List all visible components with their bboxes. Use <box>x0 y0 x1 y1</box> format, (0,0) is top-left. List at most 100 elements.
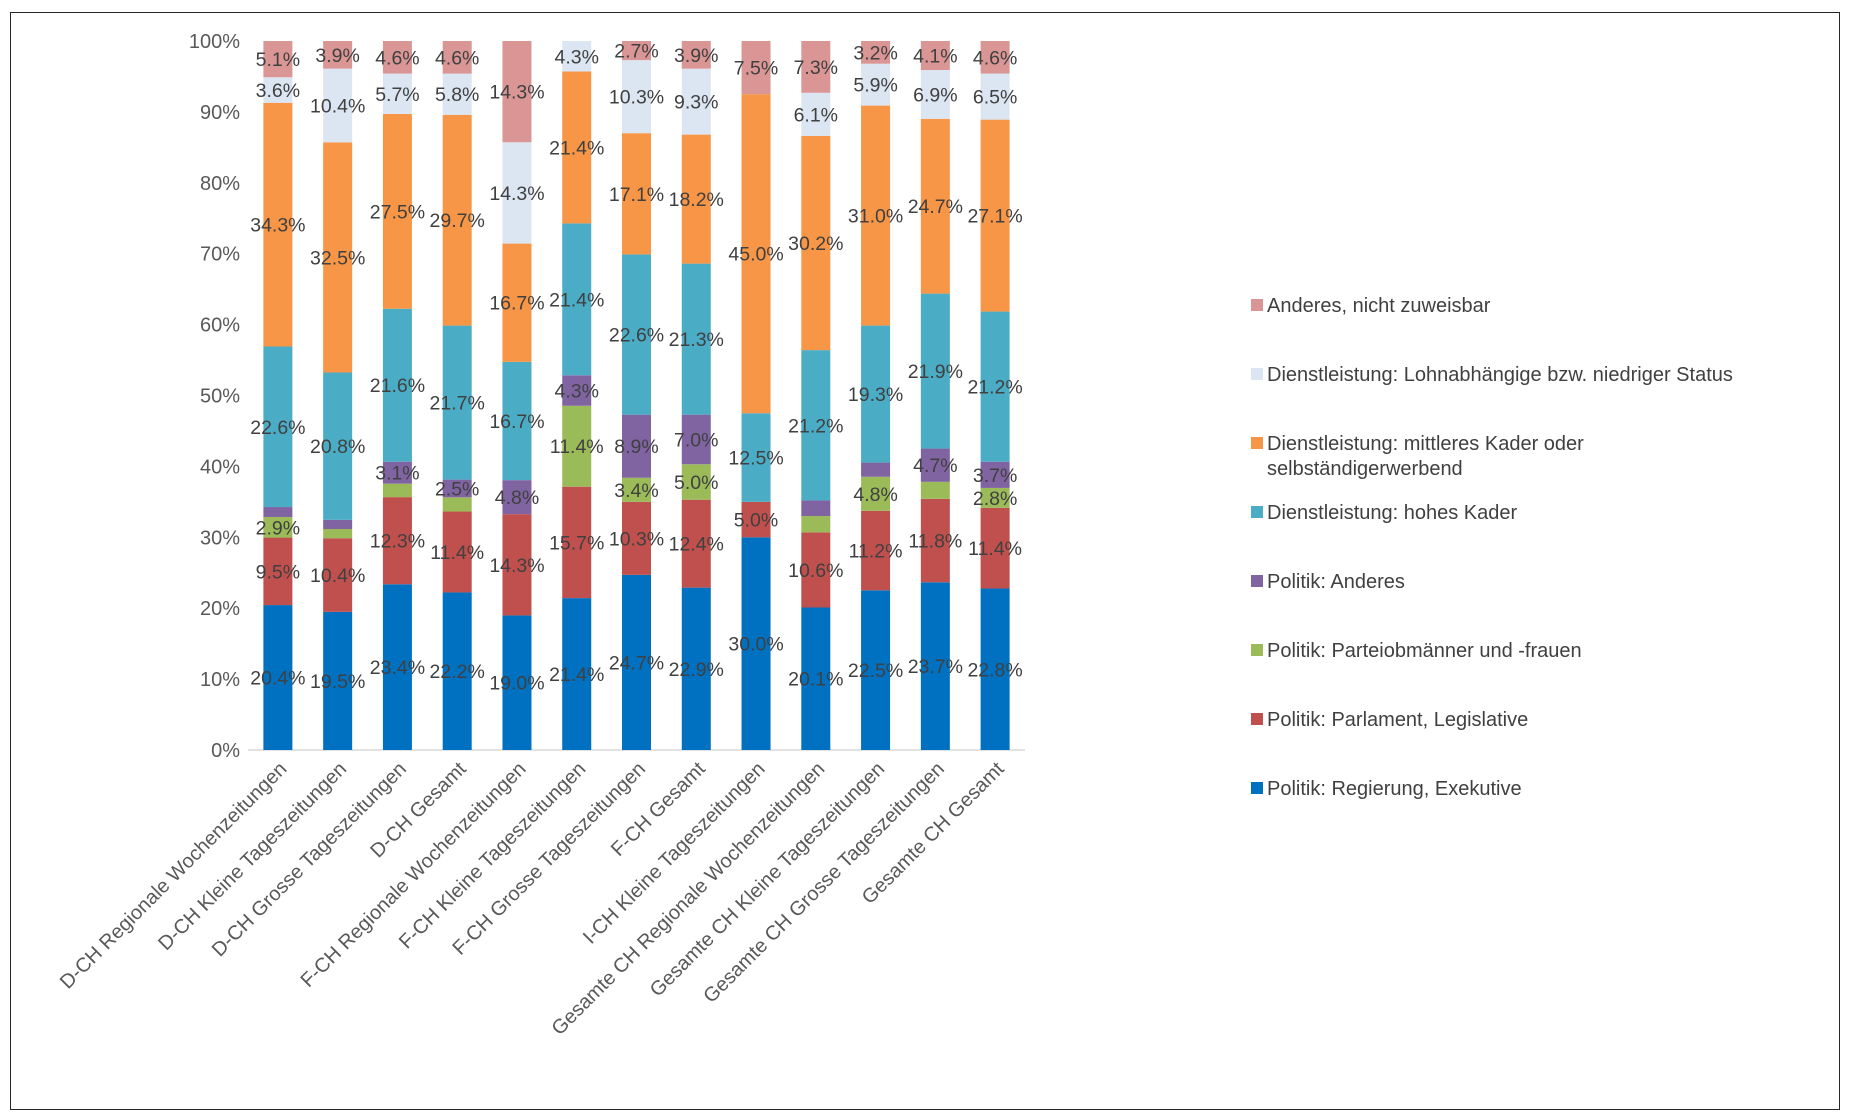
data-label: 22.8% <box>967 659 1022 681</box>
data-label: 10.4% <box>310 565 365 587</box>
data-label: 21.9% <box>908 361 963 383</box>
y-tick-label: 80% <box>200 173 240 195</box>
data-label: 3.4% <box>614 480 658 502</box>
bar-segment <box>681 134 711 264</box>
data-label: 22.5% <box>848 660 903 682</box>
bar-segment <box>562 486 592 599</box>
data-label: 3.7% <box>973 465 1017 487</box>
data-label: 14.3% <box>489 183 544 205</box>
data-label: 7.5% <box>734 58 778 80</box>
data-label: 22.2% <box>430 661 485 683</box>
bar-segment <box>442 497 472 512</box>
data-label: 4.7% <box>913 455 957 477</box>
bar-segment <box>622 60 651 134</box>
data-label: 5.0% <box>674 472 718 494</box>
legend-swatch <box>1251 782 1263 794</box>
data-label: 22.6% <box>250 417 305 439</box>
data-label: 4.8% <box>495 487 539 509</box>
bar-segment <box>920 582 950 750</box>
data-label: 11.4% <box>550 436 604 458</box>
bar-segment <box>920 70 950 119</box>
data-label: 19.3% <box>848 384 903 406</box>
bar-segment <box>442 114 472 326</box>
bar-segment <box>861 462 891 477</box>
y-tick-label: 40% <box>200 456 240 478</box>
bar-segment <box>323 538 353 612</box>
data-label: 2.5% <box>435 478 479 500</box>
legend-label: selbständigerwerbend <box>1267 458 1463 480</box>
bar-segment <box>323 68 353 143</box>
bar-segment <box>980 41 1010 74</box>
bar-segment <box>801 350 831 501</box>
y-tick-label: 70% <box>200 244 240 266</box>
bar-segment <box>323 611 353 750</box>
bar-segment <box>382 483 412 498</box>
data-label: 3.6% <box>256 80 300 102</box>
legend-swatch <box>1251 506 1263 518</box>
data-label: 4.3% <box>555 381 599 403</box>
bar-segment <box>801 136 831 351</box>
data-label: 7.0% <box>674 429 718 451</box>
category-label: F-CH Regionale Wochenzeitungen <box>297 758 531 992</box>
data-label: 12.3% <box>370 531 425 553</box>
y-tick-label: 30% <box>200 527 240 549</box>
bar-segment <box>920 481 950 499</box>
bar-segment <box>980 507 1010 589</box>
chart-frame <box>10 12 1840 1110</box>
legend: Anderes, nicht zuweisbar Dienstleistung: … <box>1251 295 1733 800</box>
data-label: 2.8% <box>973 488 1017 510</box>
y-tick-label: 90% <box>200 102 240 124</box>
data-label: 17.1% <box>609 184 664 206</box>
legend-label: Dienstleistung: hohes Kader <box>1267 502 1517 524</box>
data-label: 9.5% <box>256 561 300 583</box>
y-tick-label: 10% <box>200 669 240 691</box>
data-label: 31.0% <box>848 206 903 228</box>
data-label: 2.7% <box>614 41 658 63</box>
data-label: 8.9% <box>614 436 658 458</box>
bar-segment <box>861 41 891 64</box>
bar-segment <box>502 41 532 143</box>
data-label: 23.7% <box>908 656 963 678</box>
bar-segment <box>681 587 711 750</box>
bar-segment <box>920 293 950 449</box>
y-tick-label: 60% <box>200 315 240 337</box>
bar-segment <box>382 461 412 484</box>
data-label: 7.3% <box>794 57 838 79</box>
legend-label: Politik: Parlament, Legislative <box>1267 709 1528 731</box>
bar-segment <box>622 574 651 750</box>
bar-segment <box>323 142 353 373</box>
data-label: 14.3% <box>489 555 544 577</box>
bar-segment <box>502 615 532 750</box>
bar-segment <box>861 590 891 750</box>
data-label: 29.7% <box>430 210 485 232</box>
bar-segment <box>861 105 891 326</box>
legend-swatch <box>1251 644 1263 656</box>
data-label: 4.3% <box>555 46 599 68</box>
data-label: 4.8% <box>853 484 897 506</box>
bar-segment <box>382 41 412 74</box>
bar-segment <box>622 254 651 415</box>
data-label: 21.7% <box>430 393 485 415</box>
data-label: 5.1% <box>256 49 300 71</box>
bar-segment <box>920 448 950 482</box>
bar-segment <box>801 607 831 750</box>
bar-segment <box>263 41 293 78</box>
bar-segment <box>920 118 950 294</box>
bar-segment <box>442 479 472 498</box>
bar-segment <box>442 325 472 480</box>
bar-segment <box>681 464 711 500</box>
data-label: 22.6% <box>609 325 664 347</box>
data-label: 27.1% <box>967 206 1022 228</box>
bar-segment <box>622 133 651 255</box>
bar-segment <box>741 537 771 750</box>
data-label: 10.6% <box>788 560 843 582</box>
y-tick-label: 0% <box>211 740 240 762</box>
data-label: 20.1% <box>788 669 843 691</box>
legend-label: Politik: Anderes <box>1267 571 1405 593</box>
data-label: 30.2% <box>788 233 843 255</box>
data-label: 15.7% <box>549 532 604 554</box>
data-label: 21.2% <box>967 377 1022 399</box>
data-label: 19.0% <box>489 673 544 695</box>
legend-swatch <box>1251 437 1263 449</box>
bar-segment <box>502 243 532 362</box>
